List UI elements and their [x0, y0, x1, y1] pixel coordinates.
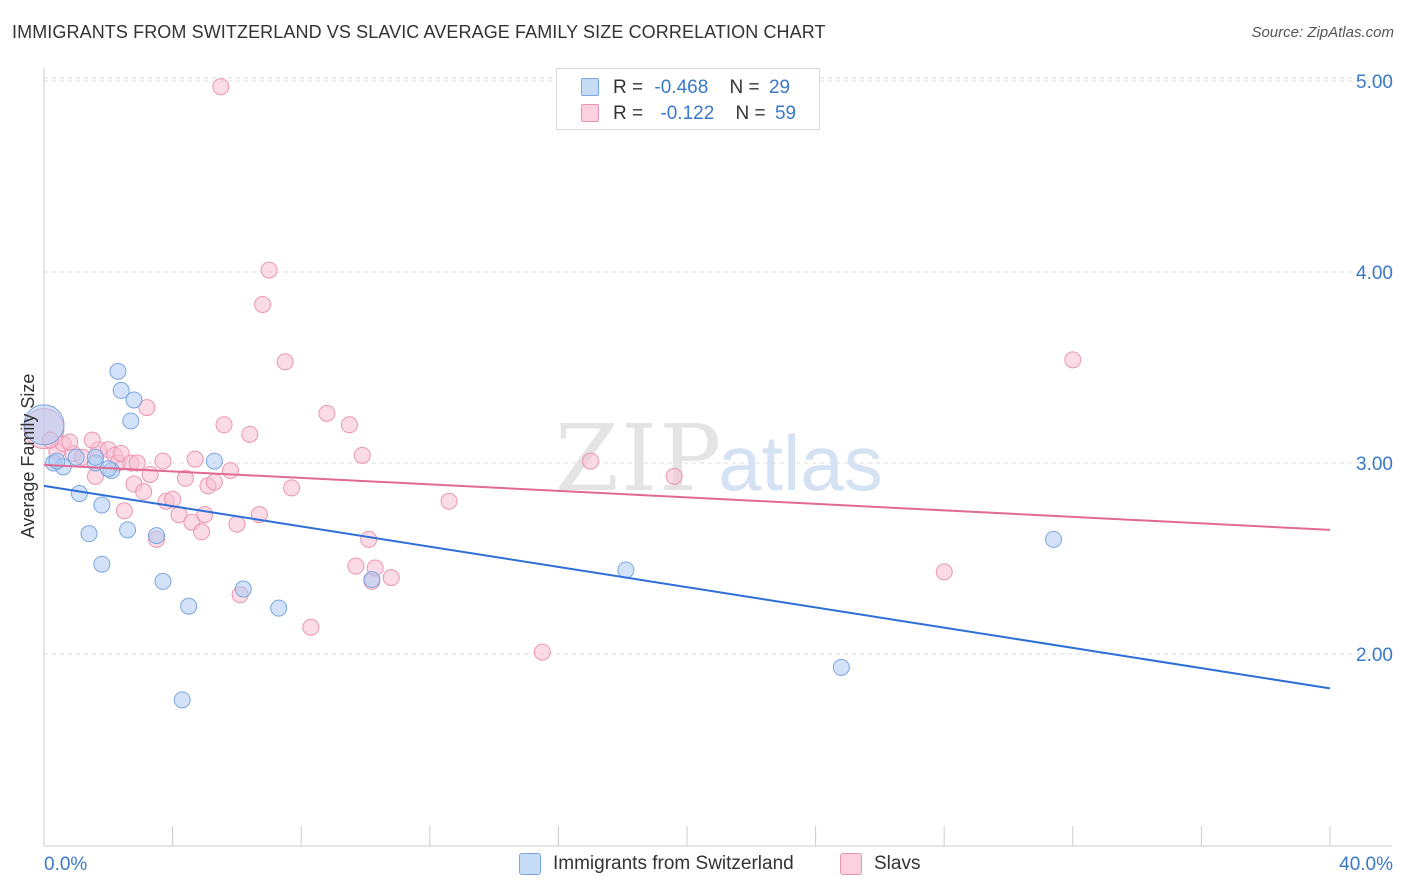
- slavs-point: [128, 454, 146, 472]
- switzerland-point: [832, 658, 850, 676]
- switzerland-point: [70, 485, 88, 503]
- slavs-point: [115, 502, 133, 520]
- y-tick-label: 3.00: [1356, 454, 1393, 475]
- x-tick-label: 40.0%: [1339, 854, 1393, 875]
- slavs-point: [440, 492, 458, 510]
- tick-labels: 2.00 3.00 4.00 5.00 0.0% 40.0%: [44, 72, 1393, 875]
- slavs-point: [141, 465, 159, 483]
- slavs-point: [176, 469, 194, 487]
- legend-n-label: N =: [729, 77, 760, 98]
- correlation-legend: R = -0.468 N = 29 R = -0.122 N = 59: [556, 68, 820, 130]
- slavs-point: [228, 515, 246, 533]
- slavs-point: [340, 416, 358, 434]
- slavs-point: [302, 618, 320, 636]
- switzerland-point: [270, 599, 288, 617]
- slavs-point: [360, 530, 378, 548]
- slavs-point: [186, 450, 204, 468]
- grid-lines: [44, 77, 1392, 655]
- switzerland-point: [148, 527, 166, 545]
- switzerland-point: [109, 362, 127, 380]
- slavs-point: [533, 643, 551, 661]
- legend-r-value: -0.468: [654, 77, 709, 98]
- slavs-point: [382, 569, 400, 587]
- slavs-point: [665, 467, 683, 485]
- slavs-point: [1064, 351, 1082, 369]
- slavs-point: [347, 557, 365, 575]
- y-axis-label: Average Family Size: [18, 374, 38, 539]
- slavs-point: [61, 433, 79, 451]
- switzerland-point: [1045, 530, 1063, 548]
- slavs-point: [582, 452, 600, 470]
- switzerland-point: [180, 597, 198, 615]
- switzerland-point: [154, 572, 172, 590]
- axes: [43, 68, 1392, 847]
- source-label: Source: ZipAtlas.com: [1251, 24, 1394, 41]
- switzerland-point: [205, 452, 223, 470]
- slavs-point: [212, 78, 230, 96]
- switzerland-point: [173, 691, 191, 709]
- legend-n-value: 59: [774, 103, 797, 124]
- switzerland-point: [119, 521, 137, 539]
- legend-label: Immigrants from Switzerland: [553, 853, 794, 874]
- switzerland-point: [112, 381, 130, 399]
- slavs-point: [241, 425, 259, 443]
- slavs-point: [154, 452, 172, 470]
- slavs-point: [318, 404, 336, 422]
- legend-n-value: 29: [768, 77, 791, 98]
- chart-title: IMMIGRANTS FROM SWITZERLAND VS SLAVIC AV…: [12, 22, 826, 42]
- slavs-point: [353, 446, 371, 464]
- legend-r-label: R =: [613, 103, 644, 124]
- switzerland-point: [86, 448, 104, 466]
- switzerland-point: [234, 580, 252, 598]
- slavs-point: [196, 506, 214, 524]
- legend-swatch-pink: [581, 104, 599, 122]
- slavs-point: [193, 523, 211, 541]
- trend-lines: [43, 463, 1331, 690]
- slavs-point: [138, 399, 156, 417]
- switzerland-trend-line: [43, 484, 1331, 690]
- switzerland-point: [122, 412, 140, 430]
- slavs-point: [935, 563, 953, 581]
- legend-swatch-blue: [581, 78, 599, 96]
- y-tick-label: 2.00: [1356, 645, 1393, 666]
- slavs-point: [221, 462, 239, 480]
- switzerland-point: [80, 525, 98, 543]
- x-tick-label: 0.0%: [44, 854, 87, 875]
- watermark: ZIP atlas: [555, 405, 883, 512]
- switzerland-point: [23, 404, 65, 446]
- legend-r-label: R =: [613, 77, 644, 98]
- switzerland-point: [93, 496, 111, 514]
- switzerland-point: [617, 561, 635, 579]
- slavs-point: [83, 431, 101, 449]
- slavs-point: [276, 353, 294, 371]
- slavs-trend-line: [43, 463, 1331, 531]
- slavs-point: [254, 295, 272, 313]
- watermark-atlas: atlas: [718, 419, 883, 507]
- y-tick-label: 4.00: [1356, 263, 1393, 284]
- legend-n-label: N =: [735, 103, 766, 124]
- switzerland-point: [363, 571, 381, 589]
- slavs-point: [164, 490, 182, 508]
- legend-swatch-pink: [840, 853, 862, 875]
- slavs-point: [135, 483, 153, 501]
- legend-label: Slavs: [874, 853, 921, 874]
- data-points: [23, 78, 1082, 709]
- slavs-point: [283, 479, 301, 497]
- legend-swatch-blue: [519, 853, 541, 875]
- slavs-point: [215, 416, 233, 434]
- switzerland-point: [67, 448, 85, 466]
- y-tick-label: 5.00: [1356, 72, 1393, 93]
- switzerland-point: [93, 555, 111, 573]
- legend-r-value: -0.122: [660, 103, 715, 124]
- slavs-point: [260, 261, 278, 279]
- slavs-point: [205, 473, 223, 491]
- switzerland-point: [125, 391, 143, 409]
